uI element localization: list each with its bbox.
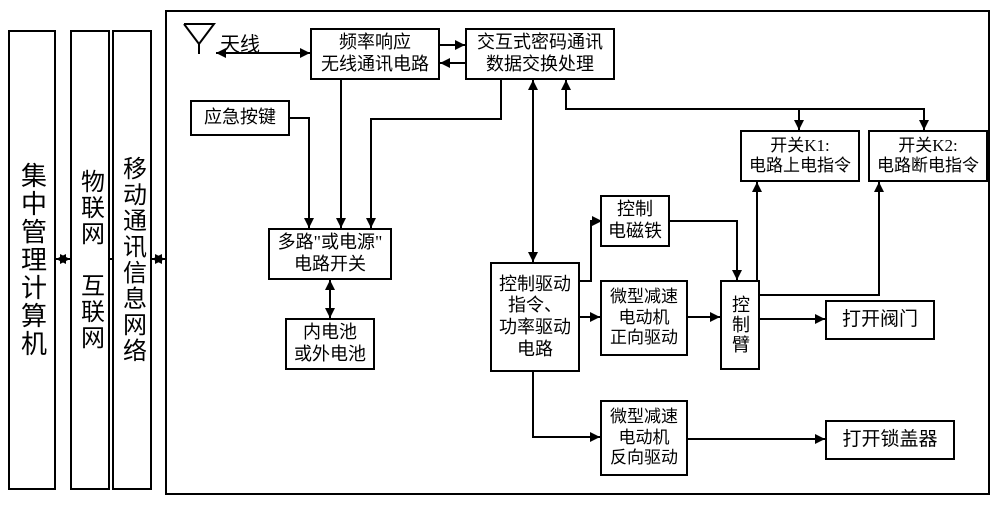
label-iot: 物联网 互联网 <box>73 169 108 351</box>
antenna-icon <box>182 22 216 54</box>
label-mobile: 移动通讯信息网络 <box>115 156 150 364</box>
node-crypto: 交互式密码通讯 数据交换处理 <box>465 28 615 80</box>
label-drive: 控制驱动 指令、 功率驱动 电路 <box>499 274 571 360</box>
label-crypto: 交互式密码通讯 数据交换处理 <box>477 32 603 75</box>
label-freq: 频率响应 无线通讯电路 <box>321 32 429 75</box>
label-arm: 控制臂 <box>727 295 753 355</box>
label-motor-rev: 微型减速 电动机 反向驱动 <box>610 407 678 468</box>
node-mobile: 移动通讯信息网络 <box>112 30 152 490</box>
node-k1: 开关K1: 电路上电指令 <box>740 130 860 182</box>
label-valve: 打开阀门 <box>842 309 918 332</box>
node-iot: 物联网 互联网 <box>70 30 110 490</box>
label-emergency: 应急按键 <box>204 107 276 129</box>
label-motor-fwd: 微型减速 电动机 正向驱动 <box>610 287 678 348</box>
label-magnet: 控制 电磁铁 <box>608 199 662 242</box>
label-or-switch: 多路"或电源" 电路开关 <box>278 232 383 275</box>
node-motor-rev: 微型减速 电动机 反向驱动 <box>600 400 688 476</box>
label-lock: 打开锁盖器 <box>842 429 937 452</box>
node-freq: 频率响应 无线通讯电路 <box>310 28 440 80</box>
node-lock: 打开锁盖器 <box>825 420 955 460</box>
node-motor-fwd: 微型减速 电动机 正向驱动 <box>600 280 688 356</box>
label-k1: 开关K1: 电路上电指令 <box>749 136 851 177</box>
node-emergency: 应急按键 <box>190 100 290 136</box>
node-computer: 集中管理计算机 <box>8 30 56 490</box>
label-k2: 开关K2: 电路断电指令 <box>877 136 979 177</box>
node-or-switch: 多路"或电源" 电路开关 <box>268 228 392 280</box>
node-battery: 内电池 或外电池 <box>285 318 375 370</box>
label-battery: 内电池 或外电池 <box>294 322 366 365</box>
node-drive: 控制驱动 指令、 功率驱动 电路 <box>490 262 580 372</box>
node-arm: 控制臂 <box>720 280 760 370</box>
label-computer: 集中管理计算机 <box>14 162 51 358</box>
node-valve: 打开阀门 <box>825 300 935 340</box>
node-k2: 开关K2: 电路断电指令 <box>868 130 988 182</box>
diagram-canvas: 集中管理计算机 物联网 互联网 移动通讯信息网络 天线 频率响应 无线通讯电路 … <box>0 0 1000 505</box>
node-magnet: 控制 电磁铁 <box>600 195 670 247</box>
